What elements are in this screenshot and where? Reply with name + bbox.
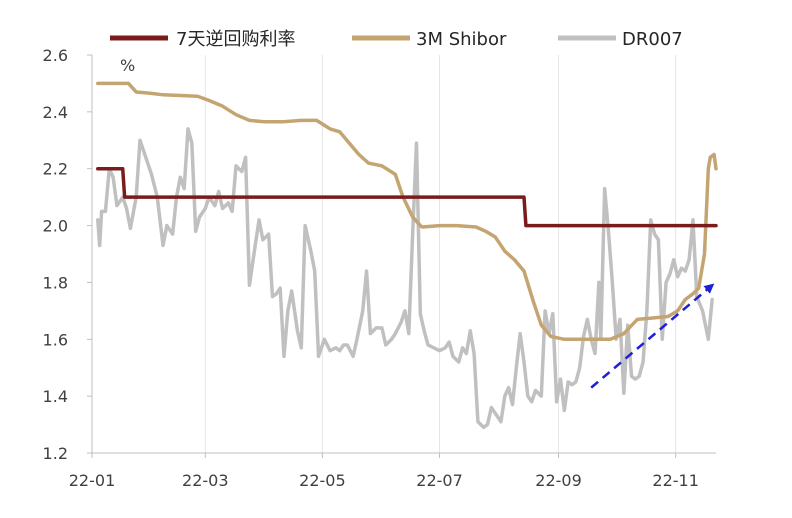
trend-arrow — [590, 283, 715, 389]
x-tick-label: 22-03 — [182, 471, 229, 490]
y-unit-label: % — [120, 56, 135, 75]
legend-label-shibor-3m: 3M Shibor — [416, 29, 507, 50]
y-tick-label: 2.4 — [43, 103, 68, 122]
y-tick-label: 1.2 — [43, 444, 68, 463]
y-tick-label: 2.2 — [43, 160, 68, 179]
series-line-dr007 — [96, 127, 714, 430]
y-tick-label: 1.4 — [43, 387, 68, 406]
y-tick-label: 1.6 — [43, 330, 68, 349]
series-line-reverse-repo-7d — [96, 166, 718, 228]
series-line-shibor-3m — [96, 81, 718, 342]
x-tick-label: 22-11 — [652, 471, 699, 490]
x-tick-label: 22-07 — [416, 471, 463, 490]
x-tick-label: 22-01 — [69, 471, 116, 490]
x-tick-label: 22-05 — [299, 471, 346, 490]
y-tick-label: 2.0 — [43, 217, 68, 236]
legend-label-dr007: DR007 — [622, 29, 683, 50]
y-tick-label: 1.8 — [43, 273, 68, 292]
legend-label-reverse-repo-7d: 7天逆回购利率 — [176, 29, 295, 50]
x-tick-label: 22-09 — [535, 471, 582, 490]
y-tick-label: 2.6 — [43, 46, 68, 65]
